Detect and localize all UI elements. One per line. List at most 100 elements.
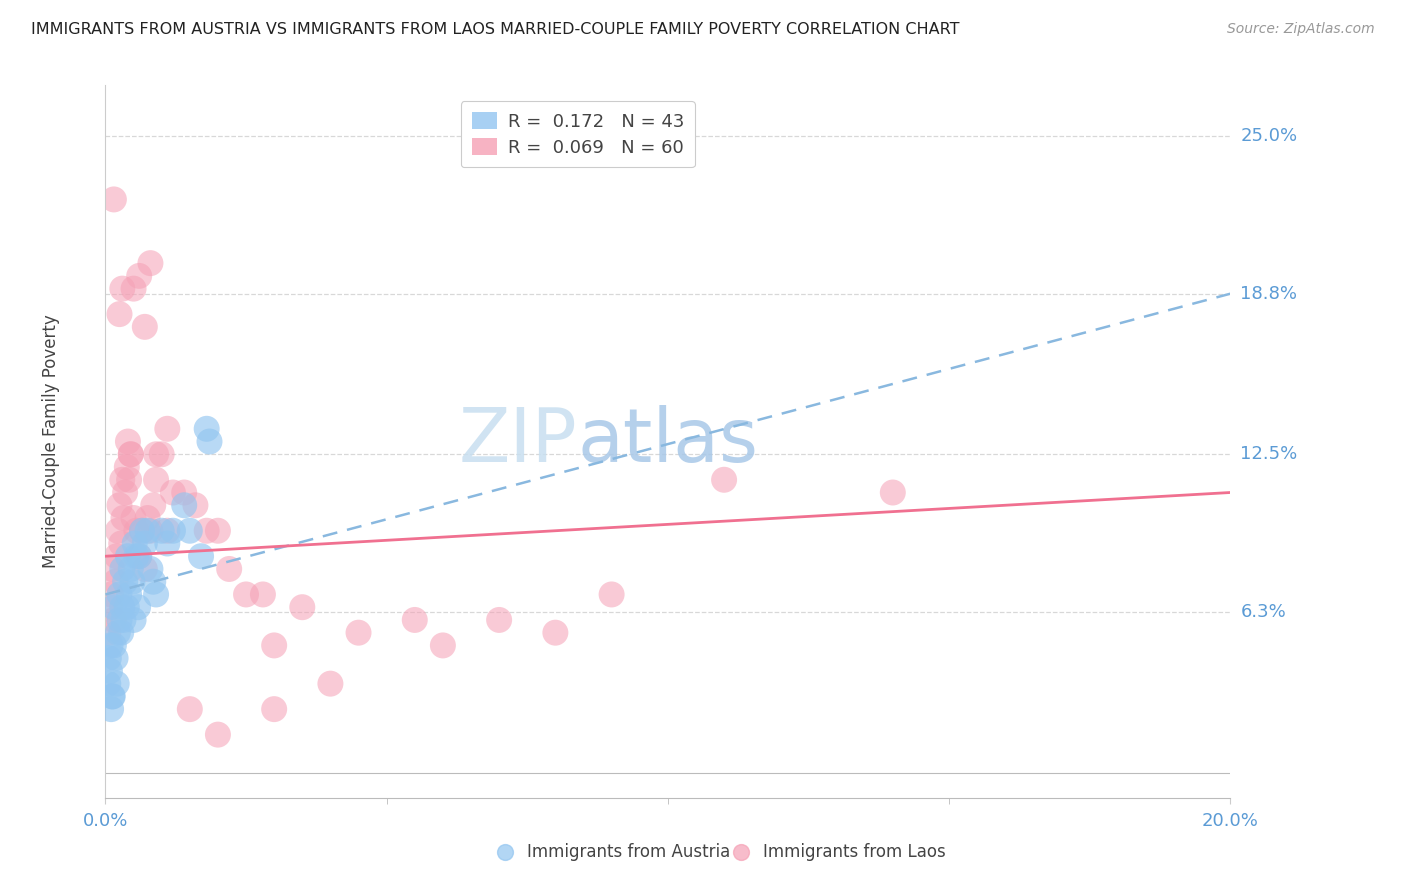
Point	[118, 473, 141, 487]
Point	[101, 690, 124, 704]
Point	[97, 676, 120, 690]
Point	[97, 625, 120, 640]
Point	[100, 702, 122, 716]
Point	[104, 651, 127, 665]
Point	[103, 639, 125, 653]
Point	[105, 549, 128, 564]
Point	[150, 524, 173, 538]
Point	[128, 549, 150, 564]
Text: IMMIGRANTS FROM AUSTRIA VS IMMIGRANTS FROM LAOS MARRIED-COUPLE FAMILY POVERTY CO: IMMIGRANTS FROM AUSTRIA VS IMMIGRANTS FR…	[31, 22, 959, 37]
Point	[150, 447, 173, 461]
Point	[115, 460, 138, 475]
Point	[101, 562, 124, 576]
Point	[156, 536, 179, 550]
Point	[432, 639, 454, 653]
Point	[173, 485, 195, 500]
Point	[128, 549, 150, 564]
Point	[134, 319, 156, 334]
Point	[100, 639, 122, 653]
Point	[98, 664, 121, 678]
Point	[120, 562, 142, 576]
Point	[105, 676, 128, 690]
Point	[107, 625, 129, 640]
Point	[97, 651, 120, 665]
Point	[207, 524, 229, 538]
Point	[347, 625, 370, 640]
Point	[108, 613, 131, 627]
Point	[142, 574, 165, 589]
Point	[319, 676, 342, 690]
Point	[111, 473, 134, 487]
Point	[103, 613, 125, 627]
Point	[882, 485, 904, 500]
Point	[134, 536, 156, 550]
Text: 12.5%: 12.5%	[1240, 445, 1298, 463]
Point	[139, 256, 162, 270]
Legend: R =  0.172   N = 43, R =  0.069   N = 60: R = 0.172 N = 43, R = 0.069 N = 60	[461, 101, 695, 168]
Point	[156, 524, 179, 538]
Point	[131, 524, 153, 538]
Point	[207, 728, 229, 742]
Point	[291, 600, 314, 615]
Point	[125, 524, 148, 538]
Point	[114, 768, 136, 782]
Point	[108, 498, 131, 512]
Point	[488, 613, 510, 627]
Point	[252, 587, 274, 601]
Point	[404, 613, 426, 627]
Point	[112, 511, 135, 525]
Text: ZIP: ZIP	[460, 405, 578, 478]
Point	[713, 473, 735, 487]
Text: 25.0%: 25.0%	[1240, 127, 1298, 145]
Point	[131, 524, 153, 538]
Point	[111, 282, 134, 296]
Point	[107, 524, 129, 538]
Point	[544, 625, 567, 640]
Point	[111, 600, 134, 615]
Point	[110, 536, 132, 550]
Text: Source: ZipAtlas.com: Source: ZipAtlas.com	[1227, 22, 1375, 37]
Point	[162, 485, 184, 500]
Point	[100, 587, 122, 601]
Point	[103, 600, 125, 615]
Text: 6.3%: 6.3%	[1240, 603, 1286, 622]
Point	[179, 702, 201, 716]
Point	[117, 549, 139, 564]
Point	[127, 600, 149, 615]
Point	[134, 562, 156, 576]
Point	[235, 587, 257, 601]
Text: Married-Couple Family Poverty: Married-Couple Family Poverty	[42, 315, 60, 568]
Point	[103, 193, 125, 207]
Point	[121, 574, 143, 589]
Point	[114, 485, 136, 500]
Point	[142, 498, 165, 512]
Point	[139, 562, 162, 576]
Point	[145, 587, 167, 601]
Point	[136, 524, 159, 538]
Point	[120, 447, 142, 461]
Text: Immigrants from Austria: Immigrants from Austria	[527, 843, 731, 861]
Point	[162, 524, 184, 538]
Point	[101, 690, 124, 704]
Point	[198, 434, 221, 449]
Point	[173, 498, 195, 512]
Point	[190, 549, 212, 564]
Point	[112, 613, 135, 627]
Point	[128, 268, 150, 283]
Point	[124, 536, 146, 550]
Point	[195, 524, 218, 538]
Point	[120, 447, 142, 461]
Point	[139, 524, 162, 538]
Text: atlas: atlas	[578, 405, 759, 478]
Point	[145, 447, 167, 461]
Point	[117, 434, 139, 449]
Point	[127, 768, 149, 782]
Point	[218, 562, 240, 576]
Point	[122, 613, 145, 627]
Point	[156, 422, 179, 436]
Point	[98, 600, 121, 615]
Point	[108, 307, 131, 321]
Point	[108, 587, 131, 601]
Text: 18.8%: 18.8%	[1240, 285, 1298, 302]
Point	[118, 587, 141, 601]
